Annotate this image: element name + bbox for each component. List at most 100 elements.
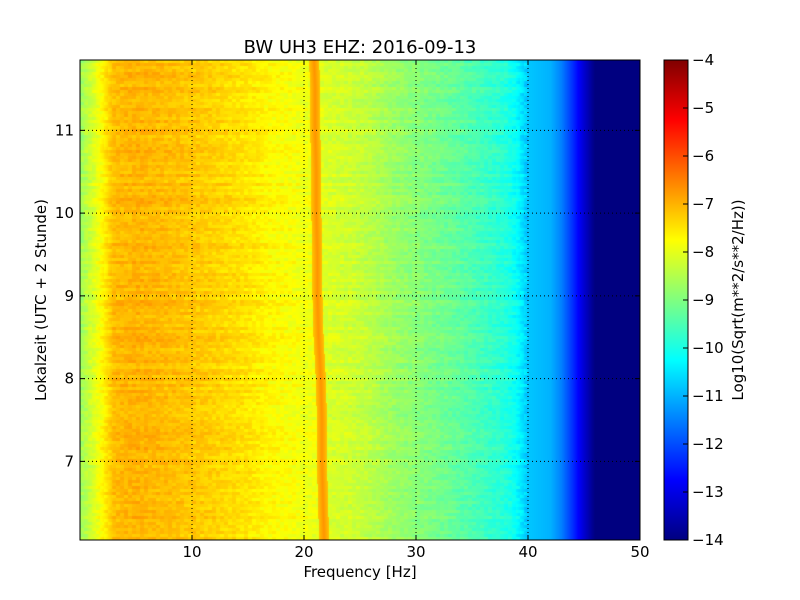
colorbar-band (664, 146, 688, 148)
colorbar-band (664, 525, 688, 527)
colorbar-band (664, 340, 688, 342)
colorbar-band (664, 412, 688, 414)
colorbar-band (664, 80, 688, 82)
colorbar-band (664, 62, 688, 64)
colorbar-band (664, 386, 688, 388)
colorbar-band (664, 217, 688, 219)
colorbar-band (664, 273, 688, 275)
colorbar-band (664, 143, 688, 145)
colorbar-band (664, 208, 688, 210)
colorbar-band (664, 531, 688, 533)
colorbar-band (664, 405, 688, 407)
colorbar-band (664, 455, 688, 457)
chart-title: BW UH3 EHZ: 2016-09-13 (244, 37, 477, 58)
colorbar-band (664, 124, 688, 126)
y-tick-label: 7 (64, 452, 74, 470)
colorbar-band (664, 439, 688, 441)
colorbar-band (664, 369, 688, 371)
colorbar-band (664, 252, 688, 254)
colorbar-band (664, 479, 688, 481)
colorbar-band (664, 353, 688, 355)
colorbar-band (664, 263, 688, 265)
colorbar-band (664, 247, 688, 249)
colorbar-band (664, 163, 688, 165)
colorbar-band (664, 397, 688, 399)
colorbar-band (664, 191, 688, 193)
colorbar-band (664, 242, 688, 244)
colorbar-band (664, 153, 688, 155)
colorbar-band (664, 392, 688, 394)
colorbar-band (664, 366, 688, 368)
colorbar-band (664, 198, 688, 200)
y-tick-label: 11 (55, 121, 74, 139)
colorbar-band (664, 299, 688, 301)
colorbar-band (664, 486, 688, 488)
colorbar-band (664, 106, 688, 108)
colorbar-band (664, 501, 688, 503)
colorbar-band (664, 274, 688, 276)
colorbar-band (664, 341, 688, 343)
colorbar-band (664, 447, 688, 449)
colorbar-band (664, 97, 688, 99)
colorbar-band (664, 422, 688, 424)
colorbar-band (664, 111, 688, 113)
colorbar-band (664, 307, 688, 309)
colorbar-band (664, 104, 688, 106)
colorbar-band (664, 279, 688, 281)
colorbar-band (664, 118, 688, 120)
colorbar-band (664, 214, 688, 216)
colorbar-band (664, 389, 688, 391)
colorbar-label: Log10(Sqrt(m**2/s**2/Hz)) (729, 199, 747, 400)
colorbar-band (664, 343, 688, 345)
colorbar-band (664, 375, 688, 377)
colorbar-tick-label: −10 (692, 339, 724, 357)
colorbar-band (664, 68, 688, 70)
colorbar-band (664, 536, 688, 538)
colorbar-band (664, 302, 688, 304)
colorbar-band (664, 488, 688, 490)
colorbar-band (664, 223, 688, 225)
colorbar-band (664, 213, 688, 215)
colorbar-band (664, 82, 688, 84)
colorbar-band (664, 522, 688, 524)
colorbar-band (664, 423, 688, 425)
colorbar-band (664, 262, 688, 264)
colorbar-band (664, 272, 688, 274)
colorbar-band (664, 453, 688, 455)
colorbar-band (664, 226, 688, 228)
colorbar-band (664, 245, 688, 247)
colorbar-band (664, 268, 688, 270)
colorbar-band (664, 144, 688, 146)
colorbar-band (664, 382, 688, 384)
colorbar-band (664, 444, 688, 446)
colorbar-band (664, 483, 688, 485)
colorbar-band (664, 128, 688, 130)
colorbar-band (664, 133, 688, 135)
colorbar-band (664, 284, 688, 286)
colorbar-band (664, 116, 688, 118)
colorbar-band (664, 202, 688, 204)
colorbar-band (664, 368, 688, 370)
colorbar-band (664, 480, 688, 482)
colorbar-band (664, 162, 688, 164)
colorbar-band (664, 494, 688, 496)
colorbar-band (664, 327, 688, 329)
colorbar-band (664, 533, 688, 535)
colorbar-band (664, 456, 688, 458)
colorbar-band (664, 431, 688, 433)
colorbar-band (664, 70, 688, 72)
colorbar-band (664, 300, 688, 302)
x-tick-label: 20 (294, 543, 313, 561)
colorbar-band (664, 451, 688, 453)
plot-frame (79, 59, 641, 541)
colorbar-band (664, 71, 688, 73)
y-tick-label: 10 (55, 204, 74, 222)
colorbar-band (664, 221, 688, 223)
colorbar-band (664, 186, 688, 188)
colorbar-band (664, 134, 688, 136)
colorbar-band (664, 98, 688, 100)
colorbar-band (664, 135, 688, 137)
colorbar-band (664, 502, 688, 504)
colorbar-band (664, 108, 688, 110)
colorbar-band (664, 448, 688, 450)
